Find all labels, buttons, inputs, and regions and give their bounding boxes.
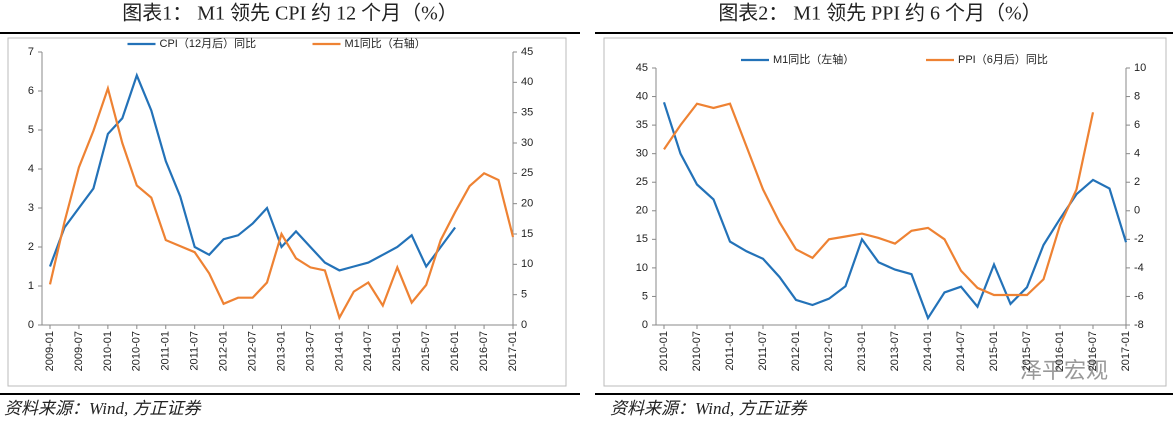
y2-tick-label: 0 — [521, 319, 527, 331]
y2-tick-label: -2 — [1134, 233, 1144, 245]
y-tick-label: 5 — [642, 290, 648, 302]
x-tick-label: 2013-07 — [889, 331, 901, 371]
y-tick-label: 2 — [28, 241, 34, 253]
series-line — [663, 102, 1095, 297]
y-tick-label: 0 — [28, 319, 34, 331]
x-tick-label: 2014-01 — [333, 331, 345, 371]
y-tick-label: 10 — [636, 262, 648, 274]
x-tick-label: 2011-07 — [189, 331, 201, 371]
x-tick-label: 2011-07 — [757, 331, 769, 371]
x-tick-label: 2011-01 — [160, 331, 172, 371]
y-tick-label: 0 — [642, 319, 648, 331]
x-tick-label: 2010-01 — [658, 331, 670, 371]
x-tick-label: 2015-07 — [420, 331, 432, 371]
y2-tick-label: 0 — [1134, 205, 1140, 217]
y2-tick-label: 40 — [521, 76, 533, 88]
chart-title: 图表2： M1 领先 PPI 约 6 个月（%） — [718, 2, 1041, 25]
y-tick-label: 20 — [636, 205, 648, 217]
x-tick-label: 2017-01 — [1120, 331, 1132, 371]
x-tick-label: 2012-01 — [790, 331, 802, 371]
x-tick-label: 2010-07 — [131, 331, 143, 371]
y-tick-label: 3 — [28, 202, 34, 214]
x-tick-label: 2014-01 — [922, 331, 934, 371]
watermark: 泽平宏观 — [1020, 358, 1108, 383]
legend-label: CPI（12月后）同比 — [160, 37, 257, 50]
chart-frame — [7, 37, 567, 387]
x-tick-label: 2015-01 — [988, 331, 1000, 371]
y2-tick-label: 4 — [1134, 148, 1140, 160]
y2-tick-label: -8 — [1134, 319, 1144, 331]
x-tick-label: 2016-07 — [1087, 331, 1099, 371]
x-tick-label: 2015-01 — [391, 331, 403, 371]
x-tick-label: 2016-01 — [449, 331, 461, 371]
y2-tick-label: 10 — [1134, 62, 1146, 74]
y-tick-label: 15 — [636, 233, 648, 245]
y-tick-label: 1 — [28, 280, 34, 292]
x-tick-label: 2016-07 — [478, 331, 490, 371]
y2-tick-label: 25 — [521, 167, 533, 179]
x-tick-label: 2011-01 — [724, 331, 736, 371]
x-tick-label: 2015-07 — [1021, 331, 1033, 371]
series-line — [48, 72, 456, 272]
y-tick-label: 30 — [636, 148, 648, 160]
y2-tick-label: 20 — [521, 198, 533, 210]
y2-tick-label: 8 — [1134, 90, 1140, 102]
x-tick-label: 2009-07 — [73, 331, 85, 371]
x-tick-label: 2013-01 — [275, 331, 287, 371]
x-tick-label: 2014-07 — [955, 331, 967, 371]
y-tick-label: 35 — [636, 119, 648, 131]
legend-label: M1同比（右轴） — [345, 36, 426, 50]
x-tick-label: 2014-07 — [362, 331, 374, 371]
legend-label: PPI（6月后）同比 — [958, 53, 1048, 66]
y2-tick-label: 6 — [1134, 119, 1140, 131]
y2-tick-label: 2 — [1134, 176, 1140, 188]
x-tick-label: 2009-01 — [44, 331, 56, 371]
y-tick-label: 25 — [636, 176, 648, 188]
y-tick-label: 6 — [28, 85, 34, 97]
y2-tick-label: 15 — [521, 228, 533, 240]
series-line — [662, 101, 1128, 321]
x-tick-label: 2012-01 — [218, 331, 230, 371]
y2-tick-label: 30 — [521, 137, 533, 149]
x-tick-label: 2010-07 — [691, 331, 703, 371]
series-line — [48, 84, 515, 321]
x-tick-label: 2013-01 — [856, 331, 868, 371]
chart-title: 图表1： M1 领先 CPI 约 12 个月（%） — [122, 2, 458, 25]
y-tick-label: 45 — [636, 62, 648, 74]
source: 资料来源：Wind, 方正证券 — [4, 399, 202, 418]
y-tick-label: 7 — [28, 46, 34, 58]
y2-tick-label: -6 — [1134, 290, 1144, 302]
legend-label: M1同比（左轴） — [773, 52, 854, 66]
x-tick-label: 2012-07 — [246, 331, 258, 371]
y-tick-label: 4 — [28, 163, 34, 175]
y2-tick-label: 5 — [521, 289, 527, 301]
x-tick-label: 2012-07 — [823, 331, 835, 371]
y-tick-label: 40 — [636, 90, 648, 102]
y2-tick-label: 45 — [521, 46, 533, 58]
x-tick-label: 2013-07 — [304, 331, 316, 371]
x-tick-label: 2010-01 — [102, 331, 114, 371]
y2-tick-label: 35 — [521, 107, 533, 119]
x-tick-label: 2016-01 — [1054, 331, 1066, 371]
y-tick-label: 5 — [28, 124, 34, 136]
source: 资料来源：Wind, 方正证券 — [610, 399, 808, 418]
y2-tick-label: -4 — [1134, 262, 1144, 274]
x-tick-label: 2017-01 — [507, 331, 519, 371]
y2-tick-label: 10 — [521, 258, 533, 270]
chart-frame — [603, 37, 1167, 387]
